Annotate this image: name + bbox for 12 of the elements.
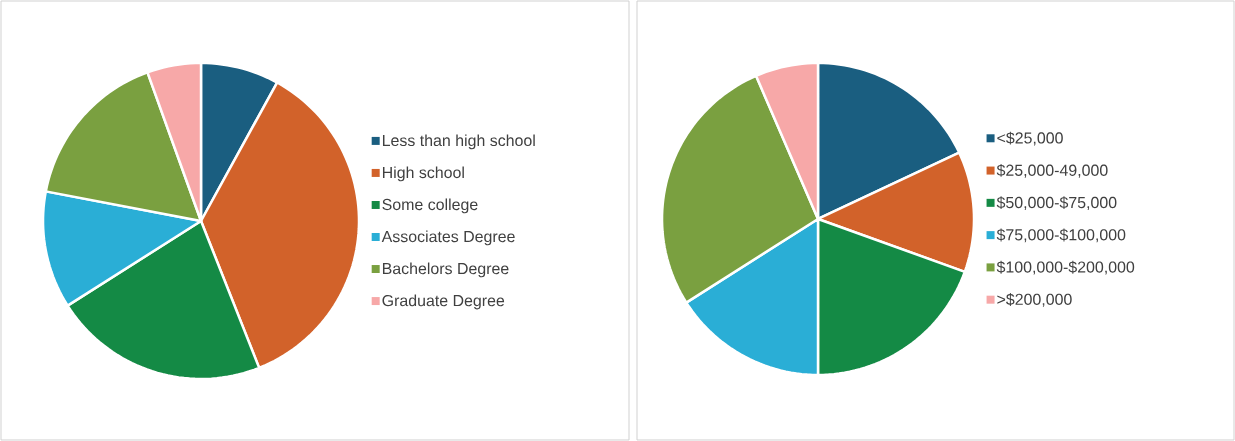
legend-label: $50,000-$75,000 (996, 196, 1117, 211)
legend-label: High school (382, 166, 464, 182)
legend-label: Associates Degree (381, 230, 515, 246)
legend-label: Less than high school (382, 134, 535, 150)
legend-label: Bachelors Degree (382, 262, 509, 278)
legend-label: $75,000-$100,000 (996, 228, 1126, 243)
legend-label: <$25,000 (997, 131, 1063, 146)
legend-label: >$200,000 (997, 293, 1072, 307)
legend-label: $25,000-49,000 (996, 163, 1108, 178)
legend-label: $100,000-$200,000 (996, 260, 1135, 275)
legend-label: Graduate Degree (382, 294, 505, 310)
legend-label: Some college (382, 198, 478, 214)
